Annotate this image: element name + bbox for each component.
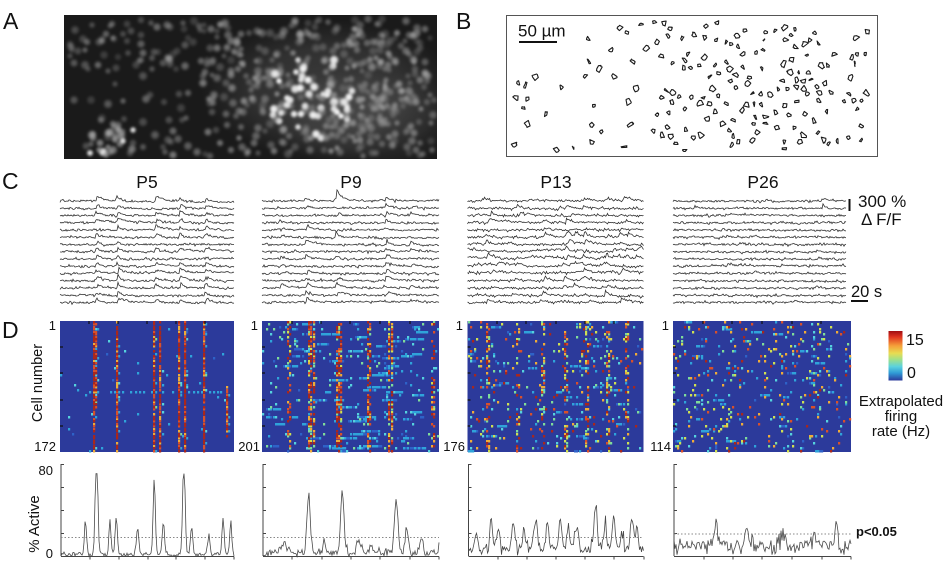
svg-text:Extrapolated: Extrapolated xyxy=(859,393,943,410)
svg-text:0: 0 xyxy=(907,365,916,382)
svg-text:50 µm: 50 µm xyxy=(518,22,566,41)
svg-text:114: 114 xyxy=(650,439,671,454)
svg-text:rate (Hz): rate (Hz) xyxy=(872,423,930,440)
svg-text:P26: P26 xyxy=(747,172,778,192)
svg-text:1: 1 xyxy=(251,318,258,333)
svg-text:15: 15 xyxy=(906,332,924,349)
svg-text:P9: P9 xyxy=(340,172,361,192)
svg-text:% Active: % Active xyxy=(26,495,43,553)
svg-text:B: B xyxy=(456,8,471,34)
svg-text:firing: firing xyxy=(885,408,918,425)
svg-text:172: 172 xyxy=(34,439,56,454)
svg-text:P5: P5 xyxy=(136,172,157,192)
svg-text:D: D xyxy=(2,317,19,343)
svg-text:A: A xyxy=(3,8,19,34)
svg-text:p<0.05: p<0.05 xyxy=(856,524,897,539)
svg-text:176: 176 xyxy=(443,439,465,454)
svg-text:P13: P13 xyxy=(540,172,571,192)
svg-text:1: 1 xyxy=(49,318,56,333)
svg-text:Cell number: Cell number xyxy=(30,344,46,422)
svg-text:20 s: 20 s xyxy=(851,283,882,301)
svg-text:1: 1 xyxy=(456,318,463,333)
svg-text:0: 0 xyxy=(46,546,53,561)
svg-text:201: 201 xyxy=(238,439,260,454)
svg-text:300 %: 300 % xyxy=(858,192,906,211)
svg-text:80: 80 xyxy=(39,463,53,478)
svg-text:Δ F/F: Δ F/F xyxy=(861,210,902,229)
svg-text:1: 1 xyxy=(662,318,669,333)
svg-text:C: C xyxy=(2,168,19,194)
